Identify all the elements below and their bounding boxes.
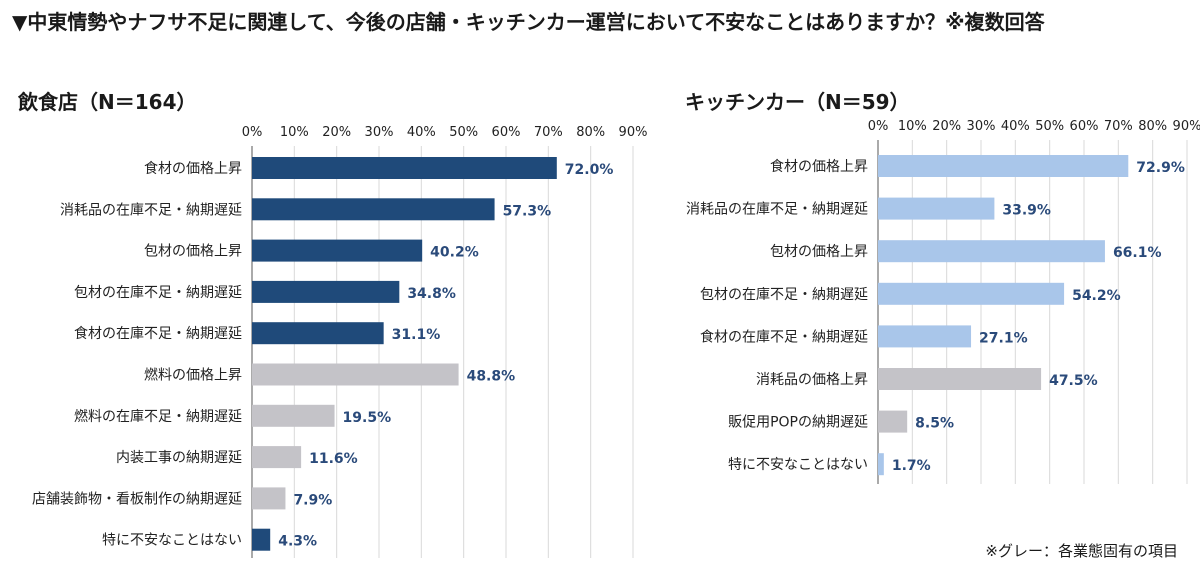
restaurant-x-tick-label: 40% [407,125,436,140]
restaurant-x-tick-label: 30% [365,125,394,140]
restaurant-bar [252,239,423,262]
restaurant-category-label: 食材の価格上昇 [144,160,242,177]
restaurant-x-tick-label: 90% [619,125,648,140]
restaurant-value-label: 7.9% [293,492,332,508]
kitchen-car-x-tick-label: 60% [1070,119,1099,134]
restaurant-bar [252,404,335,427]
kitchen-car-x-tick-label: 90% [1173,119,1200,134]
restaurant-value-label: 19.5% [343,410,392,426]
restaurant-category-label: 食材の在庫不足・納期遅延 [74,325,242,342]
restaurant-x-tick-label: 0% [242,125,263,140]
restaurant-value-label: 4.3% [278,534,317,550]
restaurant-value-label: 34.8% [407,286,456,302]
kitchen-car-chart-title: キッチンカー（N＝59） [685,90,910,114]
restaurant-x-tick-label: 20% [322,125,351,140]
restaurant-value-label: 48.8% [467,369,516,385]
restaurant-category-label: 燃料の在庫不足・納期遅延 [74,408,242,425]
restaurant-category-label: 特に不安なことはない [102,533,242,549]
legend-note: ※グレー：各業態固有の項目 [985,542,1178,560]
page-title: ▼中東情勢やナフサ不足に関連して、今後の店舗・キッチンカー運営において不安なこと… [12,10,1045,34]
restaurant-x-tick-label: 50% [449,125,478,140]
kitchen-car-x-tick-label: 0% [868,119,889,134]
kitchen-car-x-tick-label: 80% [1138,119,1167,134]
kitchen-car-value-label: 33.9% [1002,203,1051,219]
kitchen-car-bar [878,410,908,433]
restaurant-category-label: 消耗品の在庫不足・納期遅延 [60,201,242,218]
kitchen-car-x-tick-label: 50% [1035,119,1064,134]
kitchen-car-category-label: 特に不安なことはない [728,457,868,473]
kitchen-car-value-label: 47.5% [1049,373,1098,389]
kitchen-car-category-label: 食材の在庫不足・納期遅延 [700,328,868,345]
restaurant-x-tick-label: 10% [280,125,309,140]
restaurant-value-label: 40.2% [430,245,479,261]
restaurant-value-label: 11.6% [309,451,358,467]
restaurant-bar [252,198,495,221]
restaurant-value-label: 72.0% [565,162,614,178]
restaurant-category-label: 内装工事の納期遅延 [116,450,242,466]
restaurant-bar [252,528,271,551]
restaurant-x-tick-label: 60% [492,125,521,140]
kitchen-car-x-tick-label: 70% [1104,119,1133,134]
restaurant-bar [252,280,400,303]
restaurant-category-label: 包材の価格上昇 [144,244,242,260]
restaurant-value-label: 31.1% [392,327,441,343]
restaurant-bar [252,446,302,469]
kitchen-car-x-tick-label: 10% [898,119,927,134]
kitchen-car-bar [878,368,1042,390]
kitchen-car-bar [878,240,1105,263]
kitchen-car-category-label: 包材の在庫不足・納期遅延 [700,286,868,303]
kitchen-car-bar [878,325,972,348]
kitchen-car-category-label: 消耗品の価格上昇 [756,372,868,388]
kitchen-car-bar [878,197,995,220]
kitchen-car-x-tick-label: 20% [932,119,961,134]
restaurant-bar [252,363,459,386]
restaurant-x-tick-label: 80% [576,125,605,140]
kitchen-car-bar [878,155,1129,177]
kitchen-car-bar [878,453,884,476]
kitchen-car-category-label: 包材の価格上昇 [770,244,868,260]
restaurant-chart-title: 飲食店（N＝164） [18,90,197,114]
restaurant-category-label: 包材の在庫不足・納期遅延 [74,284,242,301]
restaurant-x-tick-label: 70% [534,125,563,140]
restaurant-bar [252,322,384,345]
kitchen-car-x-tick-label: 30% [967,119,996,134]
kitchen-car-value-label: 1.7% [892,458,931,474]
kitchen-car-bar [878,282,1065,305]
restaurant-value-label: 57.3% [503,203,552,219]
restaurant-category-label: 店舗装飾物・看板制作の納期遅延 [32,491,242,507]
restaurant-bar [252,157,557,179]
kitchen-car-x-tick-label: 40% [1001,119,1030,134]
kitchen-car-value-label: 66.1% [1113,245,1162,261]
kitchen-car-value-label: 8.5% [915,416,954,432]
kitchen-car-value-label: 72.9% [1136,160,1185,176]
restaurant-bar [252,487,286,510]
restaurant-category-label: 燃料の価格上昇 [144,367,242,384]
kitchen-car-category-label: 消耗品の在庫不足・納期遅延 [686,201,868,218]
kitchen-car-category-label: 食材の価格上昇 [770,158,868,175]
kitchen-car-category-label: 販促用POPの納期遅延 [728,415,868,431]
kitchen-car-value-label: 54.2% [1072,288,1121,304]
kitchen-car-value-label: 27.1% [979,330,1028,346]
